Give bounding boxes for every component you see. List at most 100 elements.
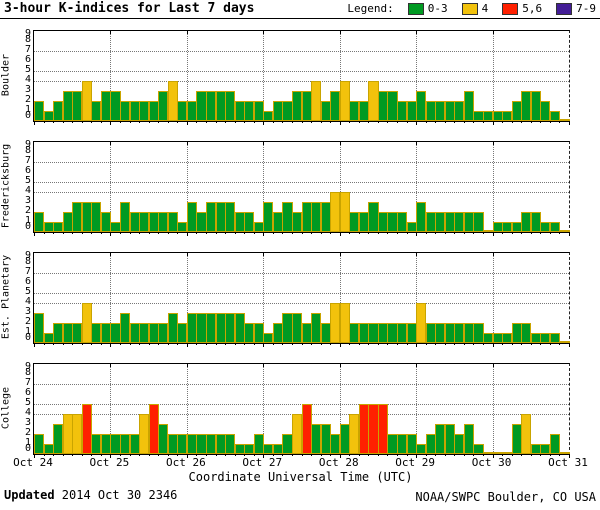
x-axis-tick [463,343,465,345]
x-axis-tick [569,232,570,236]
x-axis-tick [225,121,227,123]
vgrid-day-4 [339,142,341,232]
updated-label: Updated [4,488,55,502]
vgrid-day-6 [492,253,494,343]
hgrid-level-7 [34,273,569,274]
x-axis-tick [43,343,45,345]
x-axis-tick [148,454,150,456]
x-axis-tick [511,232,513,234]
x-axis-top-tick [186,364,188,367]
x-axis-tick [387,454,389,456]
y-tick-label: 4 [24,407,31,418]
vgrid-day-2 [186,253,188,343]
x-axis-tick [530,121,532,123]
x-axis-tick [435,454,437,456]
x-axis-tick [530,232,532,234]
x-axis-tick [483,232,485,234]
k-index-bar [549,111,561,121]
k-index-bar [559,341,570,343]
x-axis-tick [81,232,83,234]
vgrid-day-5 [416,31,418,121]
x-axis-tick [330,343,332,345]
footer: Updated 2014 Oct 30 2346 NOAA/SWPC Bould… [0,488,600,508]
x-axis-tick [387,232,389,234]
x-axis-tick [368,232,370,234]
x-date-label: Oct 24 [13,456,53,469]
station-label: Fredericksburg [0,141,14,231]
y-tick-label: 3 [24,84,31,95]
station-label: Boulder [0,30,14,120]
x-axis-tick [253,121,255,123]
vgrid-day-1 [110,31,112,121]
x-axis-tick [177,121,179,123]
x-axis-tick [339,121,341,125]
y-tick-label: 8 [24,256,31,267]
y-tick-label: 3 [24,195,31,206]
y-tick-label: 8 [24,367,31,378]
x-axis-tick [139,232,141,234]
x-axis-tick [234,343,236,345]
x-axis-tick [444,121,446,123]
y-tick-label: 8 [24,145,31,156]
x-axis-top-tick [186,253,188,256]
x-axis-tick [43,232,45,234]
panel-boulder: Boulder 9 8 7 6 5 4 3 2 1 0 [0,29,600,125]
y-tick-label: 6 [24,165,31,176]
x-axis-tick [72,343,74,345]
x-axis-tick [177,343,179,345]
x-axis-top-tick [492,253,494,256]
x-axis-tick [377,232,379,234]
x-axis-tick [91,232,93,234]
x-axis-tick [81,121,83,123]
x-axis-tick [205,232,207,234]
x-axis-tick [225,343,227,345]
x-axis-tick [549,343,551,345]
x-axis-tick [444,454,446,456]
x-axis-tick [110,454,112,458]
x-axis-tick [454,343,456,345]
x-axis-tick [167,454,169,456]
x-axis-tick [215,232,217,234]
x-axis-tick [215,343,217,345]
x-axis-tick [444,232,446,234]
x-axis-top-tick [110,31,112,34]
x-axis-tick [416,454,418,458]
y-tick-label: 0 [24,110,31,121]
x-axis-tick [492,121,494,125]
x-date-label: Oct 28 [318,456,359,469]
x-axis-tick [215,454,217,456]
hgrid-level-4 [34,81,569,82]
x-axis-tick [72,454,74,456]
x-axis-tick [397,232,399,234]
x-axis-tick [53,454,55,456]
x-axis-tick [129,343,131,345]
x-axis-top-tick [263,253,265,256]
x-axis-tick [196,232,198,234]
station-label-text: Boulder [0,53,12,97]
x-axis-tick [454,454,456,456]
x-axis-tick [129,121,131,123]
x-axis-tick [502,232,504,234]
station-label-text: Est. Planetary [0,254,12,340]
x-axis-tick [167,232,169,234]
x-axis-tick [483,454,485,456]
x-axis-tick [358,454,360,456]
x-axis-tick [530,343,532,345]
y-tick-label: 4 [24,296,31,307]
x-axis-tick [244,232,246,234]
x-axis-tick [463,454,465,456]
x-axis-tick [167,121,169,123]
x-axis-tick [205,121,207,123]
y-tick-label: 7 [24,44,31,55]
x-axis-tick [502,454,504,456]
x-axis-tick [473,343,475,345]
x-axis-tick [492,343,494,347]
x-axis-tick [186,454,188,458]
x-axis-tick [540,343,542,345]
x-axis-tick [291,454,293,456]
x-axis-tick [282,121,284,123]
y-tick-label: 5 [24,64,31,75]
vgrid-day-1 [110,364,112,454]
x-axis-tick [511,454,513,456]
